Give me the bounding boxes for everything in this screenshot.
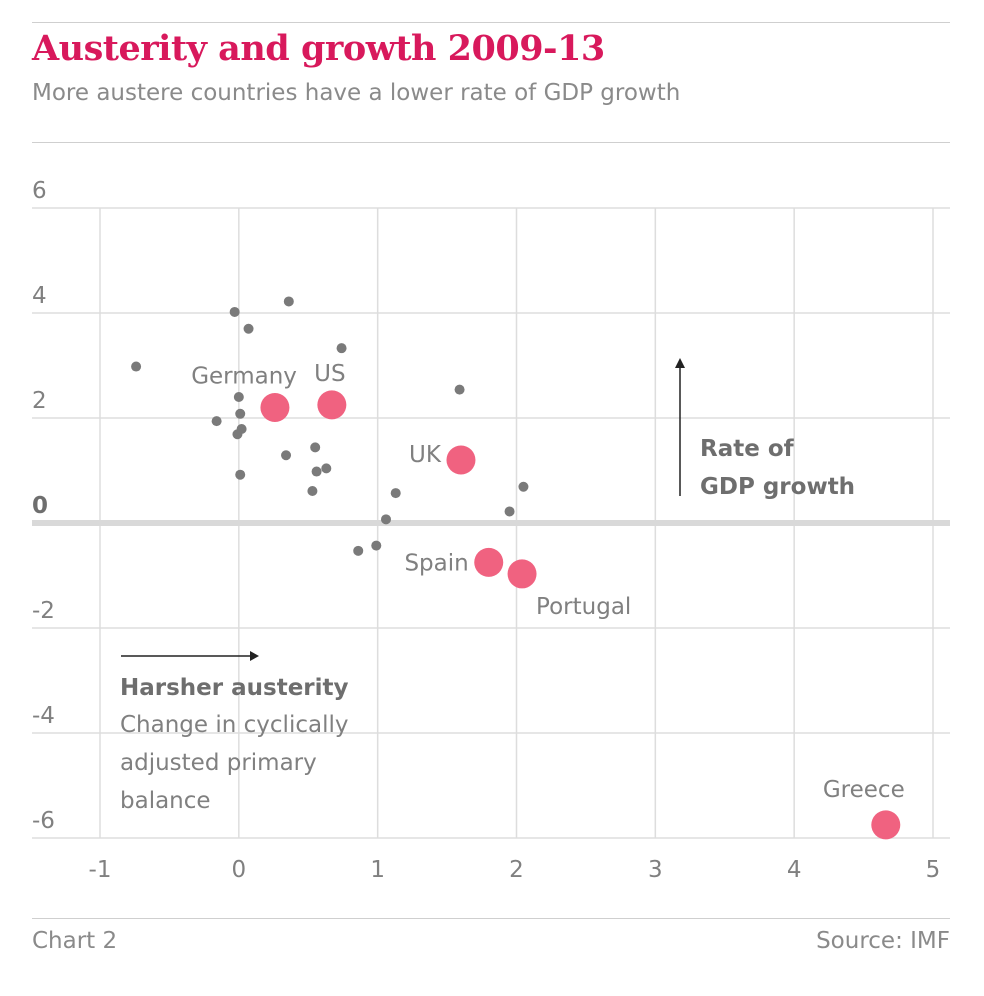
country-point xyxy=(131,361,142,372)
data-points xyxy=(131,296,901,840)
country-point xyxy=(353,545,364,556)
y-arrowhead-icon xyxy=(675,358,685,368)
y-tick-label: -4 xyxy=(32,703,55,729)
country-point xyxy=(454,384,465,395)
x-tick-label: 0 xyxy=(232,857,247,883)
chart-number: Chart 2 xyxy=(32,928,118,954)
point-label: UK xyxy=(409,442,442,468)
country-point xyxy=(243,323,254,334)
highlight-point xyxy=(871,810,901,840)
point-label: Germany xyxy=(191,364,297,390)
x-arrowhead-icon xyxy=(250,651,259,661)
country-point xyxy=(390,488,401,499)
country-point xyxy=(211,416,222,427)
country-point xyxy=(283,296,294,307)
highlight-point xyxy=(260,393,290,422)
highlight-point xyxy=(446,445,476,475)
country-point xyxy=(321,463,332,474)
y-annotation-line: Rate of xyxy=(700,436,795,462)
country-point xyxy=(311,466,322,477)
y-annotation-line: GDP growth xyxy=(700,474,855,500)
x-annotation-line: Change in cyclically xyxy=(120,712,348,738)
highlight-point xyxy=(317,390,347,420)
country-point xyxy=(380,514,391,525)
x-tick-label: -1 xyxy=(89,857,112,883)
footer-rule xyxy=(32,918,950,919)
country-point xyxy=(310,442,321,453)
x-annotation-line: balance xyxy=(120,788,211,814)
x-annotation-line: adjusted primary xyxy=(120,750,317,776)
country-point xyxy=(518,481,529,492)
x-tick-label: 2 xyxy=(509,857,524,883)
x-tick-label: 4 xyxy=(787,857,802,883)
scatter-chart: -6 -4 -2 0 2 4 6 -1 0 1 2 3 4 5 Harsher austerity Chan… xyxy=(32,178,950,883)
point-label: US xyxy=(314,361,345,387)
country-point xyxy=(235,408,246,419)
point-label: Portugal xyxy=(536,594,631,620)
x-tick-label: 3 xyxy=(648,857,663,883)
y-tick-label: 4 xyxy=(32,283,47,309)
y-tick-label: 2 xyxy=(32,388,47,414)
x-tick-label: 1 xyxy=(370,857,385,883)
x-annotation-title: Harsher austerity xyxy=(120,675,349,701)
country-point xyxy=(336,343,347,354)
source-note: Source: IMF xyxy=(816,928,950,954)
y-tick-label: 6 xyxy=(32,178,47,204)
point-label: Greece xyxy=(823,777,905,803)
tick-labels: -6 -4 -2 0 2 4 6 -1 0 1 2 3 4 5 xyxy=(32,178,940,883)
point-label: Spain xyxy=(404,550,468,576)
country-point xyxy=(235,469,246,480)
header-rule xyxy=(32,142,950,143)
country-point xyxy=(504,506,515,517)
highlight-point xyxy=(507,559,537,589)
country-point xyxy=(233,392,244,402)
y-tick-label: -2 xyxy=(32,598,55,624)
chart-title: Austerity and growth 2009-13 xyxy=(32,28,605,69)
point-labels: Germany US UK Spain Portugal Greece xyxy=(191,361,905,803)
country-point xyxy=(307,485,318,496)
x-tick-label: 5 xyxy=(926,857,941,883)
country-point xyxy=(229,306,240,317)
grid-lines xyxy=(32,207,950,839)
axis-annotations: Harsher austerity Change in cyclically adj… xyxy=(120,358,855,814)
top-rule xyxy=(32,22,950,23)
chart-subtitle: More austere countries have a lower rate… xyxy=(32,80,681,106)
y-tick-label: 0 xyxy=(32,493,48,519)
country-point xyxy=(281,450,292,461)
country-point xyxy=(371,540,382,551)
country-point xyxy=(232,429,243,440)
highlight-point xyxy=(474,547,504,577)
y-tick-label: -6 xyxy=(32,808,55,834)
